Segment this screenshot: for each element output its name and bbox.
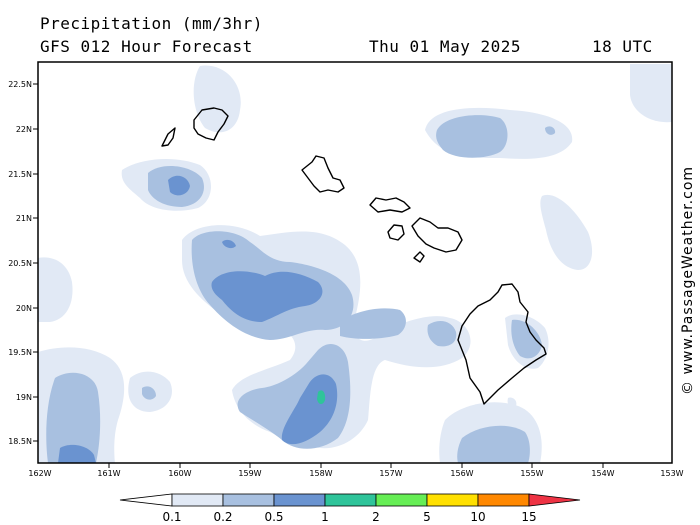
precip-area [545, 126, 556, 135]
lat-label: 22.5N [8, 80, 32, 89]
island-maui [411, 217, 463, 253]
island-molokai [369, 197, 411, 213]
legend-swatch [222, 493, 275, 507]
lon-label: 155W [520, 469, 543, 478]
lon-label: 161W [97, 469, 120, 478]
island-hawaii [457, 283, 547, 405]
site-credit[interactable]: © www.PassageWeather.com [680, 165, 696, 395]
forecast-date: Thu 01 May 2025 [369, 37, 521, 56]
island-niihau [161, 127, 176, 147]
precip-area [38, 257, 73, 322]
legend-swatch [273, 493, 326, 507]
lon-label: 158W [309, 469, 332, 478]
lon-label: 156W [450, 469, 473, 478]
lon-label: 154W [591, 469, 614, 478]
legend-level: 10 [470, 510, 485, 524]
precip-area [193, 65, 241, 133]
precipitation-layer [38, 64, 672, 463]
island-kahoolawe [413, 251, 425, 263]
lon-label: 157W [379, 469, 402, 478]
precip-area [427, 320, 457, 347]
coastlines [161, 107, 547, 405]
lat-label: 19.5N [8, 348, 32, 357]
precip-area [630, 64, 672, 123]
lat-label: 22N [16, 125, 32, 134]
precip-area [317, 390, 326, 405]
legend-swatch [324, 493, 377, 507]
legend-level: 15 [521, 510, 536, 524]
precip-area [340, 308, 406, 339]
precip-area [211, 271, 323, 322]
legend-level: 2 [372, 510, 380, 524]
model-label: GFS 012 Hour Forecast [40, 37, 253, 56]
legend-swatch [375, 493, 428, 507]
precip-area [457, 425, 530, 463]
chart-title: Precipitation (mm/3hr) [40, 14, 263, 33]
legend-level: 0.5 [264, 510, 283, 524]
precip-area [436, 115, 508, 158]
lat-tick-marks [33, 83, 38, 442]
legend-swatch [477, 493, 530, 507]
precip-area [168, 175, 190, 196]
lon-label: 153W [660, 469, 683, 478]
legend-level: 5 [423, 510, 431, 524]
legend-lower-arrow [119, 493, 173, 507]
precip-area [507, 397, 517, 408]
lon-label: 162W [28, 469, 51, 478]
lat-label: 18.5N [8, 437, 32, 446]
lat-label: 19N [16, 393, 32, 402]
lat-label: 20.5N [8, 259, 32, 268]
precip-area [58, 444, 96, 463]
forecast-time: 18 UTC [592, 37, 653, 56]
lat-label: 20N [16, 304, 32, 313]
lon-tick-marks [108, 463, 604, 468]
precipitation-legend [119, 493, 581, 507]
legend-swatch [171, 493, 224, 507]
lat-label: 21.5N [8, 170, 32, 179]
lon-label: 160W [168, 469, 191, 478]
lat-label: 21N [16, 214, 32, 223]
island-oahu [301, 155, 345, 193]
precip-area [142, 386, 156, 400]
lon-label: 159W [238, 469, 261, 478]
precip-area [222, 239, 236, 249]
legend-level: 0.2 [213, 510, 232, 524]
island-kauai [193, 107, 229, 141]
legend-level: 1 [321, 510, 329, 524]
precip-area [46, 372, 101, 463]
precip-area [511, 319, 542, 359]
precip-area [540, 194, 593, 270]
legend-swatch [426, 493, 479, 507]
island-lanai [387, 224, 405, 241]
legend-level: 0.1 [162, 510, 181, 524]
legend-upper-arrow [528, 493, 581, 507]
